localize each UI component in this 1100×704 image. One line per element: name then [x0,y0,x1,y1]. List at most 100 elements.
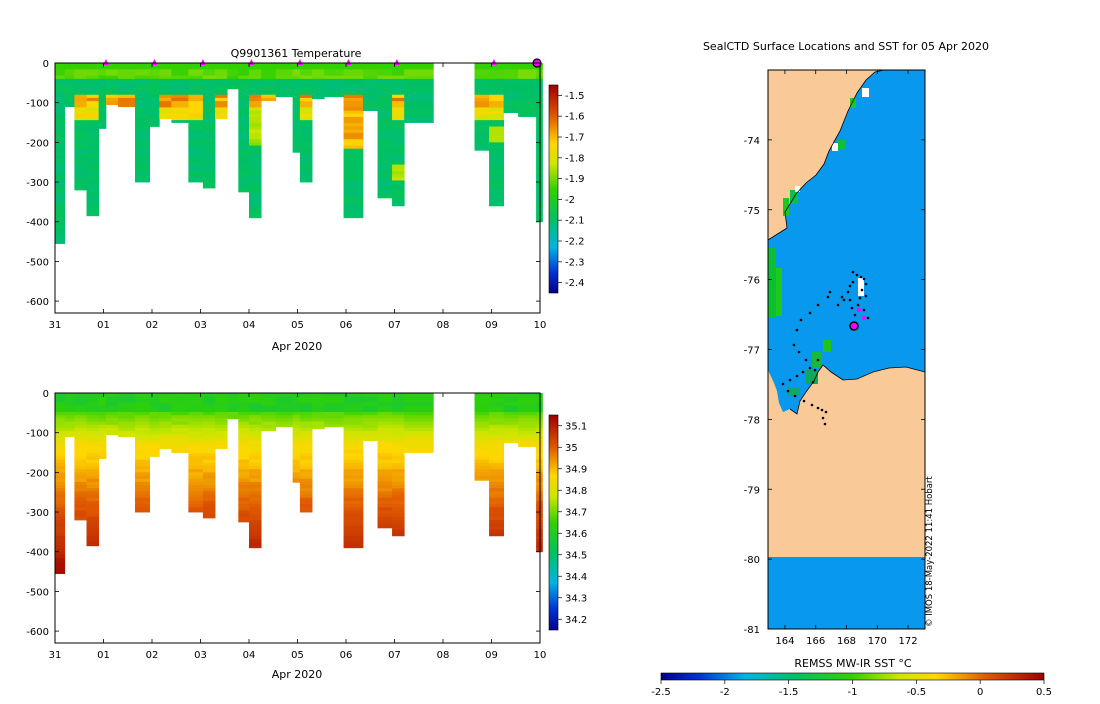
lat-tick-label: -74 [744,136,760,147]
data-cell [135,97,150,102]
data-cell [392,519,405,524]
data-cell [249,97,262,102]
data-cell [489,481,505,486]
colorbar-tick-label: 34.8 [565,486,587,497]
profile-column [171,63,189,123]
colorbar-tick-label: -2.4 [565,278,585,289]
data-cell [292,136,301,140]
data-cell [238,170,250,175]
data-cell [188,75,204,80]
data-cell [171,116,189,121]
data-cell [299,66,313,70]
data-cell [202,462,216,467]
data-cell [404,396,434,400]
data-cell [55,63,66,67]
seal-track [781,270,870,426]
data-cell [202,402,216,407]
data-cell [55,82,66,86]
data-cell [64,399,75,403]
data-cell [118,431,136,435]
data-cell [188,408,204,413]
data-cell [343,475,364,480]
data-cell [202,434,216,438]
data-cell [135,88,150,92]
data-cell [362,421,378,426]
data-cell [489,462,505,467]
data-cell [299,481,313,486]
data-cell [64,94,75,99]
data-cell [135,478,150,483]
data-cell [404,431,434,435]
data-cell [343,164,364,169]
data-cell [215,396,228,400]
data-cell [261,63,277,67]
sst-colorbar-label: REMSS MW-IR SST °C [794,657,912,670]
data-cell [215,110,228,115]
data-cell [275,415,294,419]
data-cell [98,104,107,108]
temperature-colorbar [548,84,559,294]
data-cell [275,408,294,413]
data-cell [249,82,262,86]
data-cell [215,94,228,99]
data-cell [86,212,100,216]
data-cell [474,462,490,467]
data-cell [238,507,250,511]
data-cell [86,88,100,92]
data-cell [202,450,216,454]
data-cell [249,180,262,185]
data-cell [474,443,490,448]
data-cell [188,66,204,70]
data-cell [343,405,364,410]
data-cell [249,110,262,115]
data-cell [64,434,75,438]
data-cell [377,418,393,422]
data-cell [536,123,543,127]
data-cell [188,500,204,505]
profile-column [362,63,378,112]
track-point [851,280,855,284]
profile-column [489,63,505,207]
data-cell [362,405,378,410]
data-cell [536,148,543,153]
data-cell [98,431,107,435]
data-cell [377,158,393,162]
data-cell [188,129,204,134]
data-cell [536,82,543,86]
data-cell [105,66,119,70]
profile-column [474,393,490,481]
data-cell [227,402,239,407]
data-cell [74,408,87,413]
data-cell [55,224,66,229]
data-cell [55,66,66,70]
data-cell [536,516,543,521]
data-cell [536,110,543,115]
data-cell [238,516,250,521]
data-cell [489,485,505,489]
data-cell [392,488,405,492]
data-cell [227,88,239,90]
track-point [799,318,803,322]
data-cell [503,69,519,73]
data-cell [55,199,66,204]
data-cell [64,85,75,89]
data-cell [238,164,250,169]
data-cell [188,145,204,150]
data-cell [74,183,87,188]
data-cell [55,488,66,492]
data-cell [202,167,216,172]
data-cell [518,69,537,73]
data-cell [324,424,344,428]
data-cell [249,472,262,476]
data-cell [377,110,393,115]
data-cell [489,523,505,527]
data-cell [536,183,543,188]
data-cell [74,110,87,115]
temperature-panel: Q9901361 Temperature 31 01 02 03 04 05 06 07 08 0… [26,47,584,353]
data-cell [249,497,262,502]
data-cell [324,412,344,416]
data-cell [536,196,543,200]
data-cell [86,167,100,172]
data-cell [299,151,313,156]
data-cell [86,126,100,131]
